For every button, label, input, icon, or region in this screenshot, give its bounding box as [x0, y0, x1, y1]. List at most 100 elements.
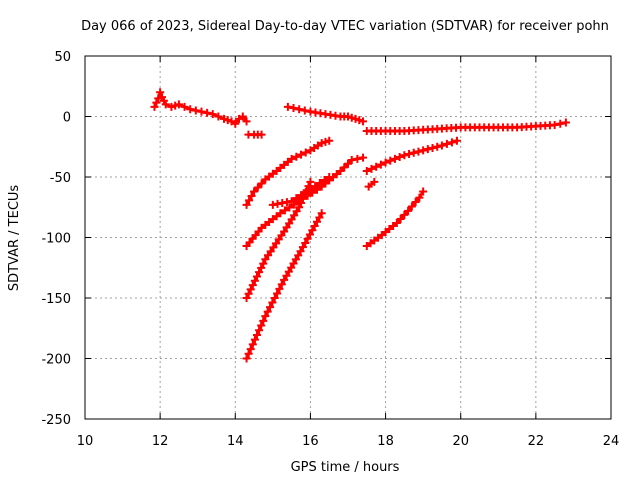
- data-point-fill: [301, 188, 310, 197]
- data-point: [161, 100, 170, 109]
- data-point-fill: [292, 207, 301, 216]
- data-point-fill: [273, 289, 282, 298]
- data-point-fill: [447, 138, 456, 147]
- data-point-fill: [282, 223, 291, 232]
- data-point: [359, 117, 368, 126]
- data-point: [381, 158, 390, 167]
- data-point: [287, 197, 296, 206]
- data-point: [325, 173, 334, 181]
- data-point-fill: [296, 247, 305, 256]
- series-arc-2: [244, 130, 266, 139]
- data-point: [344, 112, 352, 121]
- series-line: [245, 156, 365, 248]
- series-arc-8: [242, 209, 326, 363]
- data-point-fill: [409, 148, 418, 157]
- data-point: [242, 354, 251, 363]
- data-point: [347, 156, 356, 165]
- data-point-fill: [297, 199, 306, 208]
- data-point-fill: [191, 106, 200, 115]
- data-point-fill: [289, 259, 298, 268]
- x-tick-label: 16: [302, 434, 319, 449]
- series-arc-5: [242, 136, 334, 209]
- data-point: [156, 88, 165, 97]
- data-point-fill: [289, 104, 298, 113]
- data-point-fill: [250, 276, 259, 285]
- data-point-fill: [290, 211, 299, 220]
- data-point-fill: [303, 234, 312, 243]
- data-point: [400, 151, 409, 160]
- x-tick-label: 20: [452, 434, 469, 449]
- series-layer: [150, 88, 570, 363]
- series-arc-6: [242, 153, 368, 250]
- data-point-fill: [244, 349, 253, 358]
- data-point: [238, 112, 247, 121]
- data-point-fill: [287, 263, 296, 272]
- data-point-fill: [268, 298, 277, 307]
- data-point-fill: [259, 259, 268, 268]
- y-tick-label: 0: [63, 111, 71, 126]
- y-axis-label: SDTVAR / TECUs: [7, 185, 22, 292]
- y-tick-label: 50: [54, 50, 71, 65]
- x-tick-label: 12: [152, 434, 169, 449]
- grid: [85, 56, 611, 419]
- data-point: [351, 114, 360, 123]
- data-point-fill: [245, 196, 254, 205]
- data-point-fill: [266, 303, 275, 312]
- data-point-fill: [291, 255, 300, 264]
- data-point: [257, 130, 266, 139]
- data-point-fill: [248, 281, 257, 290]
- data-point-fill: [301, 238, 310, 247]
- data-point: [306, 177, 315, 186]
- data-point-fill: [246, 345, 255, 354]
- data-point: [295, 203, 304, 212]
- data-point-fill: [270, 294, 279, 302]
- data-point-fill: [247, 191, 256, 200]
- data-point: [174, 100, 183, 109]
- data-point-fill: [277, 280, 286, 289]
- series-arc-1: [150, 88, 251, 128]
- data-point-fill: [372, 162, 381, 171]
- data-point-fill: [407, 202, 416, 211]
- y-tick-label: -150: [41, 292, 71, 307]
- data-point: [295, 105, 304, 114]
- data-point-fill: [355, 116, 364, 125]
- data-point-fill: [257, 321, 266, 330]
- series-arc-3: [283, 102, 368, 126]
- data-point-fill: [297, 191, 306, 200]
- x-axis-label: GPS time / hours: [291, 460, 400, 475]
- data-point-fill: [214, 112, 223, 121]
- data-point: [261, 312, 270, 321]
- data-point-fill: [320, 176, 329, 185]
- data-point-fill: [263, 307, 272, 316]
- data-point-fill: [367, 164, 376, 173]
- plot-frame: [84, 55, 612, 420]
- data-point: [283, 102, 292, 111]
- data-point-fill: [433, 142, 442, 151]
- data-point: [150, 102, 159, 111]
- x-tick-label: 14: [227, 434, 244, 449]
- data-point-fill: [315, 179, 324, 188]
- data-point: [392, 218, 401, 227]
- data-point-fill: [287, 215, 296, 224]
- y-tick-label: -200: [41, 353, 71, 368]
- data-point-fill: [203, 108, 212, 117]
- x-tick-label: 24: [603, 434, 620, 449]
- series-arc-12: [362, 187, 428, 250]
- series-arc-10: [362, 136, 461, 175]
- data-point: [208, 110, 217, 119]
- data-point-fill: [347, 113, 356, 122]
- data-point: [231, 119, 240, 128]
- data-point: [280, 227, 289, 236]
- data-point: [154, 94, 163, 103]
- data-point-fill: [292, 152, 301, 161]
- data-point: [250, 187, 259, 196]
- data-point-fill: [308, 226, 317, 235]
- data-point-fill: [556, 119, 565, 128]
- data-point-fill: [285, 203, 294, 212]
- data-point-fill: [321, 137, 330, 146]
- data-point: [437, 141, 446, 150]
- data-point-fill: [253, 183, 262, 192]
- data-point-fill: [171, 101, 180, 110]
